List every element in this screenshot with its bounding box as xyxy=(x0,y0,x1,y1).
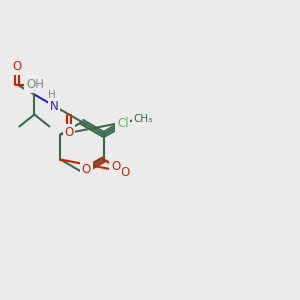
Text: N: N xyxy=(50,100,59,112)
Text: O: O xyxy=(64,126,74,139)
Text: O: O xyxy=(12,60,22,73)
Text: O: O xyxy=(111,160,120,173)
Text: H: H xyxy=(48,89,56,100)
Text: OH: OH xyxy=(26,78,44,91)
Text: Cl: Cl xyxy=(117,117,128,130)
Text: O: O xyxy=(82,163,91,176)
Text: CH₃: CH₃ xyxy=(134,114,153,124)
Text: O: O xyxy=(121,167,130,179)
